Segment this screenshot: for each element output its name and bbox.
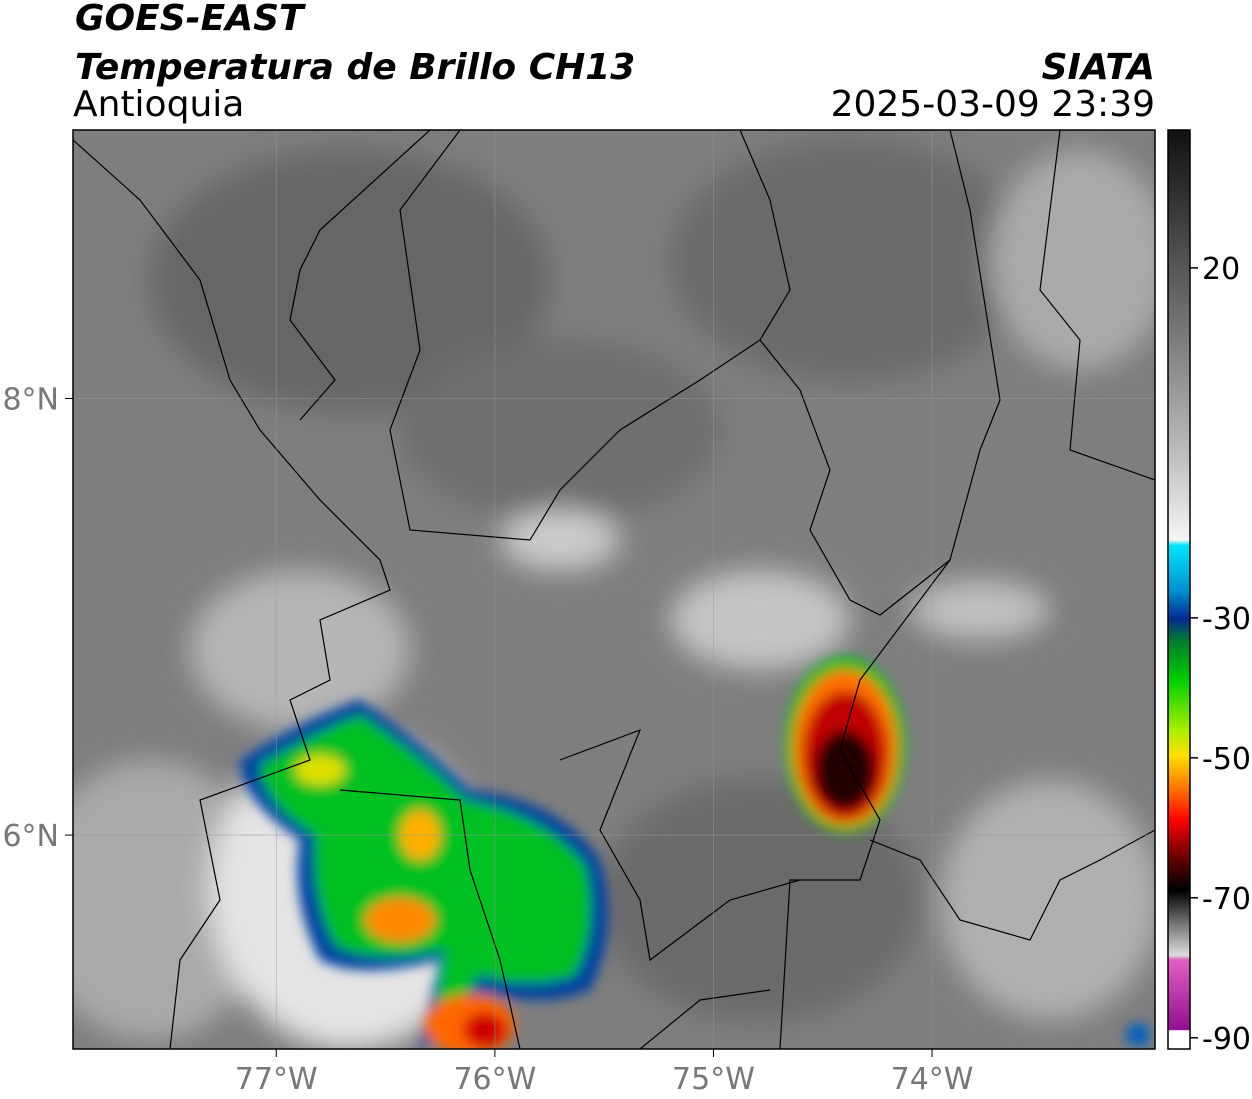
source: SIATA — [1042, 47, 1155, 88]
y-tick-label: 8°N — [2, 382, 59, 417]
x-tick-label: 75°W — [672, 1062, 755, 1097]
x-tick-label: 76°W — [453, 1062, 536, 1097]
colorbar-tick-label: -90 — [1202, 1022, 1251, 1057]
x-tick-label: 74°W — [891, 1062, 974, 1097]
datetime: 2025-03-09 23:39 — [831, 84, 1155, 125]
map-frame — [72, 129, 1156, 1050]
colorbar-tick-label: -70 — [1202, 882, 1251, 917]
colorbar-tick-label: 20 — [1202, 252, 1240, 287]
grid — [73, 130, 1155, 1049]
borders — [73, 130, 1155, 1049]
colorbar — [1167, 129, 1191, 1050]
imagery — [73, 130, 1155, 1049]
x-tick-label: 77°W — [235, 1062, 318, 1097]
region: Antioquia — [73, 84, 244, 125]
y-tick-label: 6°N — [2, 819, 59, 854]
title: GOES-EAST — [75, 0, 306, 39]
subtitle: Temperatura de Brillo CH13 — [75, 47, 635, 88]
colorbar-tick-label: -30 — [1202, 602, 1251, 637]
colorbar-tick-label: -50 — [1202, 742, 1251, 777]
